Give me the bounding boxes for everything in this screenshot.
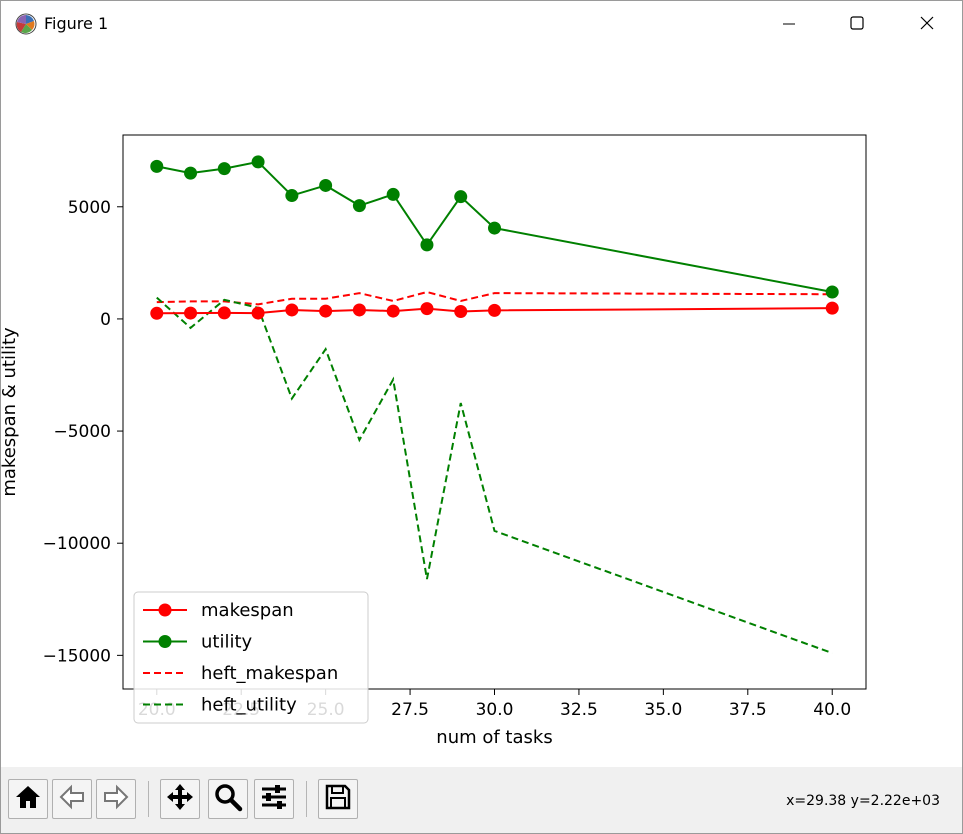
matplotlib-icon <box>15 13 37 35</box>
legend-box <box>133 591 369 724</box>
series-group <box>150 155 839 655</box>
x-tick-label: 32.5 <box>560 700 598 720</box>
data-point-makespan <box>825 301 839 315</box>
subplots-icon <box>259 782 289 816</box>
pan-icon <box>165 782 195 816</box>
home-button[interactable] <box>8 779 48 819</box>
data-point-utility <box>217 162 231 176</box>
data-point-utility <box>825 285 839 299</box>
x-axis-label: num of tasks <box>436 727 552 748</box>
data-point-utility <box>184 166 198 180</box>
legend-label: heft_makespan <box>201 663 338 684</box>
line-chart: 20.022.525.027.530.032.535.037.540.0 500… <box>0 47 962 767</box>
x-tick-label: 35.0 <box>644 700 682 720</box>
legend-label: utility <box>201 632 253 653</box>
zoom-icon <box>213 782 243 816</box>
data-point-utility <box>420 238 434 252</box>
legend-label: makespan <box>201 600 294 621</box>
data-point-utility <box>285 189 299 203</box>
data-point-makespan <box>319 304 333 318</box>
x-tick-label: 40.0 <box>813 700 851 720</box>
data-point-makespan <box>150 306 164 320</box>
navigation-toolbar: x=29.38 y=2.22e+03 <box>1 767 962 833</box>
data-point-makespan <box>184 306 198 320</box>
data-point-utility <box>488 221 501 235</box>
cursor-coordinates: x=29.38 y=2.22e+03 <box>786 793 940 809</box>
toolbar-separator <box>306 781 307 817</box>
data-point-makespan <box>217 306 231 320</box>
forward-icon <box>101 782 131 816</box>
data-point-utility <box>386 187 400 201</box>
back-icon <box>57 782 87 816</box>
y-tick-label: −15000 <box>43 646 111 666</box>
legend: makespan utility heft_makespan heft_utility <box>133 591 369 724</box>
series-line-heft-makespan <box>156 290 833 306</box>
maximize-icon <box>850 15 864 34</box>
data-point-makespan <box>251 306 265 320</box>
y-tick-label: −5000 <box>53 422 111 442</box>
forward-button[interactable] <box>96 779 136 819</box>
legend-marker <box>158 603 172 617</box>
data-point-utility <box>150 159 164 173</box>
legend-marker <box>158 635 172 648</box>
data-point-makespan <box>454 305 468 319</box>
pan-button[interactable] <box>160 779 200 819</box>
y-tick-label: −10000 <box>43 534 111 554</box>
y-ticks: 5000 0 −5000 −10000 −15000 <box>43 198 123 666</box>
y-axis-label: makespan & utility <box>1 327 20 497</box>
minimize-icon <box>783 15 795 34</box>
maximize-button[interactable] <box>834 1 880 47</box>
title-bar[interactable]: Figure 1 <box>1 1 962 47</box>
data-point-makespan <box>386 304 400 318</box>
window-title: Figure 1 <box>44 14 109 33</box>
close-button[interactable] <box>904 1 950 47</box>
toolbar-separator <box>148 781 149 817</box>
data-point-utility <box>454 190 468 204</box>
minimize-button[interactable] <box>766 1 812 47</box>
y-tick-label: 5000 <box>68 198 111 218</box>
data-point-makespan <box>488 303 501 317</box>
subplots-button[interactable] <box>254 779 294 819</box>
data-point-utility <box>251 155 265 169</box>
series-line-heft-utility <box>156 296 833 655</box>
plot-canvas[interactable]: 20.022.525.027.530.032.535.037.540.0 500… <box>0 47 962 771</box>
close-icon <box>920 15 934 34</box>
y-tick-label: 0 <box>100 310 111 330</box>
back-button[interactable] <box>52 779 92 819</box>
data-point-utility <box>352 199 366 213</box>
legend-label: heft_utility <box>201 695 297 716</box>
data-point-makespan <box>352 303 366 317</box>
zoom-button[interactable] <box>208 779 248 819</box>
save-button[interactable] <box>318 779 358 819</box>
home-icon <box>13 782 43 816</box>
save-icon <box>323 782 353 816</box>
data-point-utility <box>319 178 333 192</box>
x-tick-label: 37.5 <box>729 700 767 720</box>
x-tick-label: 30.0 <box>476 700 514 720</box>
data-point-makespan <box>420 302 434 316</box>
data-point-makespan <box>285 303 299 317</box>
x-tick-label: 27.5 <box>391 700 429 720</box>
